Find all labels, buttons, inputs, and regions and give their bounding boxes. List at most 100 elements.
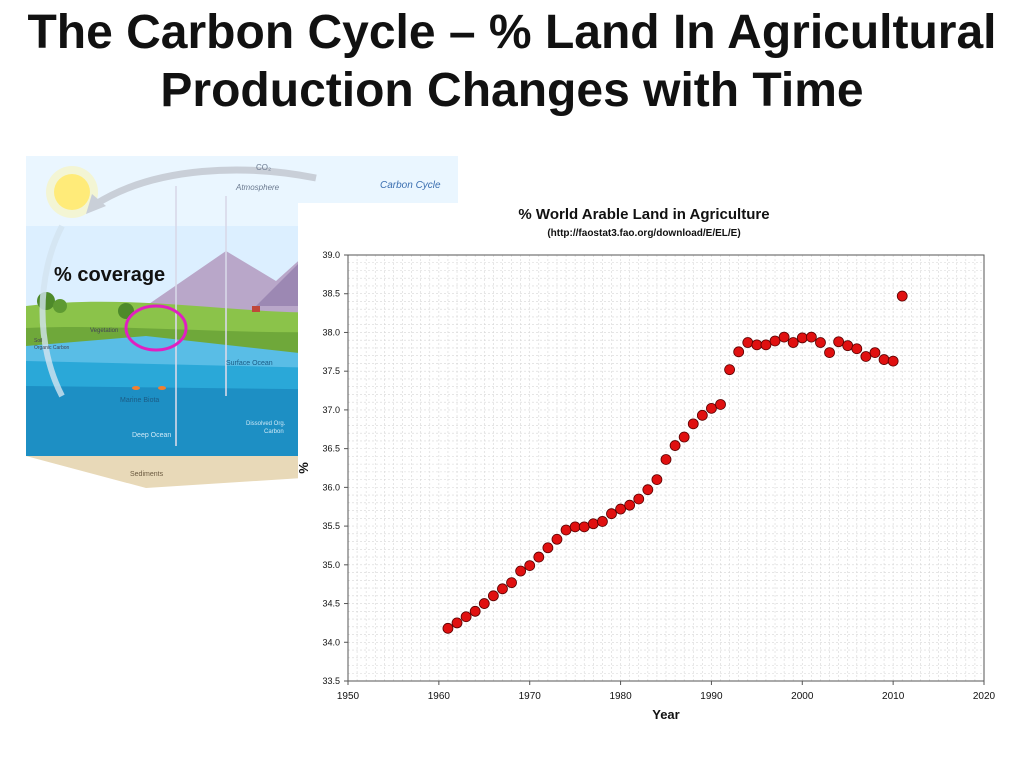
chart-panel: % World Arable Land in Agriculture (http… [298, 203, 1004, 733]
data-point [524, 560, 536, 571]
y-tick-label: 38.0 [322, 327, 340, 337]
data-point [851, 343, 863, 355]
data-point [842, 340, 854, 352]
data-point [560, 524, 572, 536]
data-point [642, 484, 654, 496]
highlight-ellipse [124, 304, 188, 352]
y-axis-label: % [298, 462, 311, 474]
fish-icon [132, 386, 140, 390]
data-point [751, 339, 763, 351]
data-point [442, 622, 454, 634]
data-point [533, 551, 545, 563]
y-tick-label: 35.0 [322, 560, 340, 570]
chart-subtitle: (http://faostat3.fao.org/download/E/EL/E… [547, 228, 740, 239]
sediments-label: Sediments [130, 471, 164, 478]
y-tick-label: 39.0 [322, 250, 340, 260]
data-point [660, 454, 672, 465]
y-tick-label: 36.0 [322, 482, 340, 492]
data-point [451, 617, 463, 629]
data-point [469, 605, 481, 617]
x-tick-label: 2010 [882, 691, 905, 702]
surface-ocean-label: Surface Ocean [226, 360, 273, 367]
y-tick-label: 37.0 [322, 405, 340, 415]
x-tick-label: 1970 [519, 691, 542, 702]
data-point [615, 503, 626, 515]
y-tick-label: 37.5 [322, 366, 340, 376]
data-point [815, 337, 826, 348]
x-tick-label: 2020 [973, 691, 996, 702]
atmosphere-label: Atmosphere [235, 183, 280, 192]
data-point [887, 355, 899, 367]
data-point [869, 347, 881, 358]
cycle-arrow [39, 224, 65, 398]
sun-glow [46, 166, 98, 218]
data-point [742, 337, 754, 348]
vegetation-label: Vegetation [90, 328, 118, 334]
data-point [460, 611, 472, 623]
data-point [478, 598, 490, 609]
house-icon [252, 306, 260, 312]
data-point [487, 590, 499, 602]
data-point [706, 402, 717, 414]
data-point [860, 351, 872, 362]
data-point [787, 337, 799, 348]
data-point [896, 290, 908, 302]
x-axis-label: Year [652, 707, 679, 722]
soil-label: Soil [34, 338, 42, 344]
dissolved-organic-label: Dissolved Org. [246, 421, 286, 427]
y-tick-label: 34.0 [322, 637, 340, 647]
data-point [760, 339, 772, 351]
cycle-arrow [94, 166, 317, 207]
y-tick-label: 35.5 [322, 521, 340, 531]
marine-biota-label: Marine Biota [120, 397, 159, 404]
data-point [515, 565, 527, 577]
data-point [824, 347, 835, 358]
data-point [833, 336, 845, 348]
data-point [715, 399, 726, 410]
y-tick-label: 38.5 [322, 289, 340, 299]
data-point [542, 542, 554, 554]
data-point [724, 364, 736, 376]
chart-title: % World Arable Land in Agriculture [518, 206, 769, 223]
data-point [687, 418, 699, 430]
x-tick-label: 1990 [700, 691, 723, 702]
data-point [651, 474, 663, 486]
data-point [678, 431, 690, 443]
fish-icon [158, 386, 166, 390]
arrow-head-icon [86, 194, 106, 214]
data-point [587, 518, 599, 530]
data-point [569, 521, 581, 533]
x-tick-label: 1960 [428, 691, 451, 702]
data-point [733, 346, 745, 358]
plot-frame [347, 254, 985, 682]
y-tick-label: 33.5 [322, 676, 340, 686]
co2-label: CO₂ [256, 163, 271, 172]
data-point [578, 521, 590, 533]
slide-title: The Carbon Cycle – % Land In Agricultura… [27, 6, 997, 117]
diagram-title: Carbon Cycle [380, 180, 441, 191]
data-point [551, 533, 563, 545]
data-point [796, 332, 808, 344]
data-point [769, 335, 781, 347]
x-tick-label: 1980 [609, 691, 632, 702]
data-point [878, 354, 890, 365]
x-tick-label: 2000 [791, 691, 814, 702]
deep-ocean-label: Deep Ocean [132, 432, 171, 439]
data-point [633, 493, 645, 505]
axes: 1950 1960 1970 1980 1990 2000 2010 2020 33.5 34.0… [322, 250, 995, 702]
coverage-annotation: % coverage [54, 264, 166, 286]
data-point [778, 331, 790, 343]
scatter-chart: % World Arable Land in Agriculture (http… [298, 206, 996, 722]
data-point [696, 409, 708, 421]
data-point [606, 508, 617, 520]
data-points [442, 290, 908, 634]
data-point [497, 583, 508, 595]
x-tick-label: 1950 [337, 691, 360, 702]
carbon-label: Carbon [264, 429, 284, 435]
tree-icon [53, 299, 67, 313]
sun-icon [54, 174, 90, 210]
grid [347, 254, 985, 682]
data-point [624, 499, 636, 511]
organic-carbon-label: Organic Carbon [34, 345, 70, 351]
data-point [506, 577, 517, 589]
